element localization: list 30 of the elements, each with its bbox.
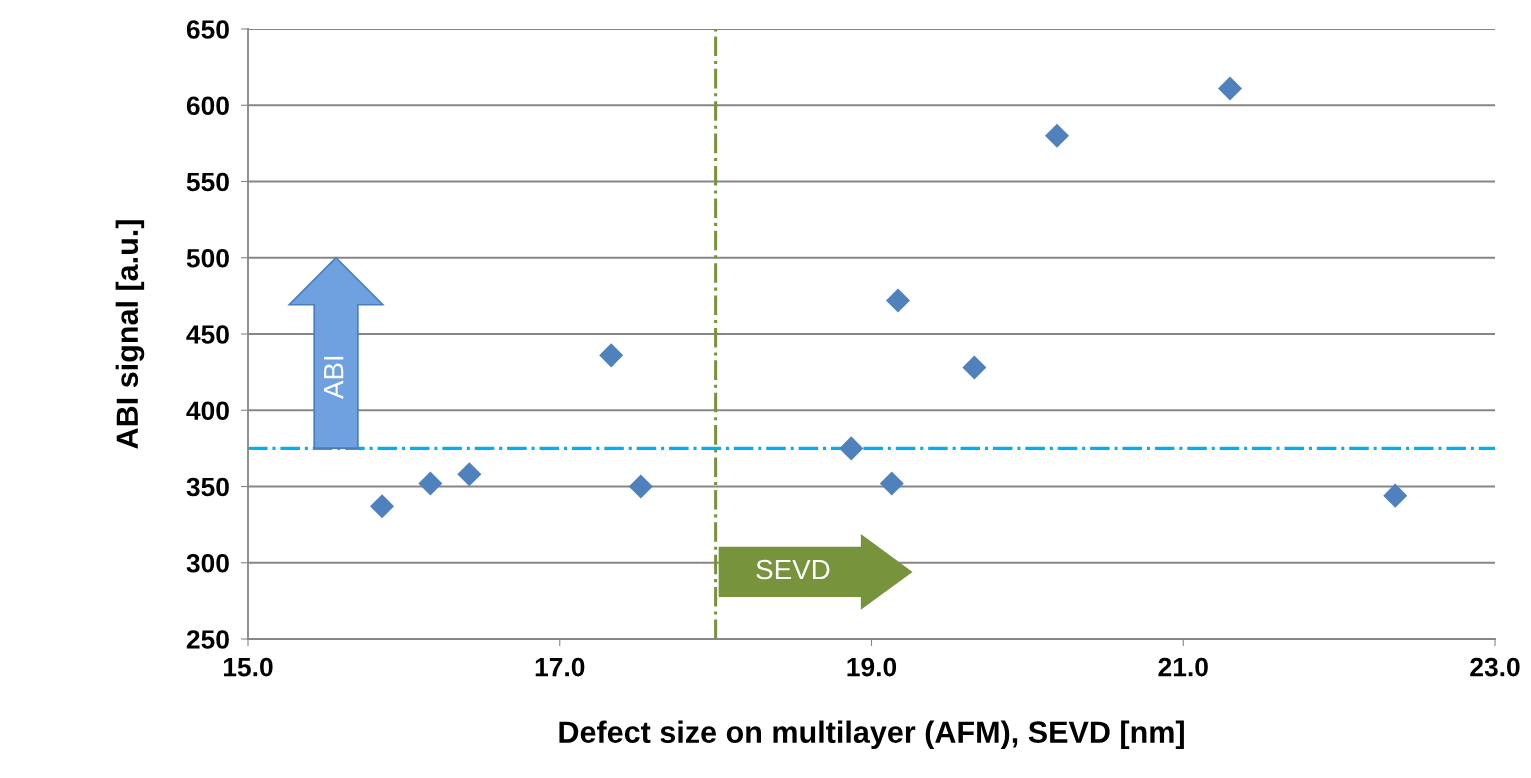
x-tick-label: 23.0	[1470, 657, 1520, 677]
x-tick-label: 21.0	[1158, 657, 1208, 677]
point	[1217, 76, 1243, 101]
y-tick-label: 350	[186, 477, 229, 497]
point	[962, 355, 987, 380]
y-tick-label: 450	[186, 325, 229, 344]
point	[628, 474, 653, 499]
y-tick-label: 300	[186, 553, 229, 573]
y-tick-label: 550	[186, 172, 229, 192]
x-tick-label: 19.0	[847, 657, 897, 677]
point	[885, 288, 911, 313]
y-tick-label: 500	[186, 248, 229, 268]
point	[599, 343, 624, 368]
point	[879, 471, 904, 496]
point	[1383, 483, 1408, 508]
point	[418, 471, 443, 496]
y-tick-label: 400	[186, 401, 229, 421]
y-tick-label: 650	[186, 20, 229, 39]
point	[1044, 123, 1070, 148]
point	[457, 462, 482, 487]
y-tick-label: 250	[186, 630, 229, 649]
point	[839, 436, 864, 461]
x-tick-label: 17.0	[535, 657, 585, 677]
point	[370, 494, 395, 519]
x-axis-title: Defect size on multilayer (AFM), SEVD [nm]	[559, 720, 1184, 750]
annotation: SEVD	[756, 559, 830, 580]
y-tick-label: 600	[186, 96, 229, 116]
x-tick-label: 15.0	[223, 657, 273, 677]
annotation: ABI	[324, 356, 344, 400]
y-axis-title: ABI signal [a.u.]	[115, 220, 145, 449]
